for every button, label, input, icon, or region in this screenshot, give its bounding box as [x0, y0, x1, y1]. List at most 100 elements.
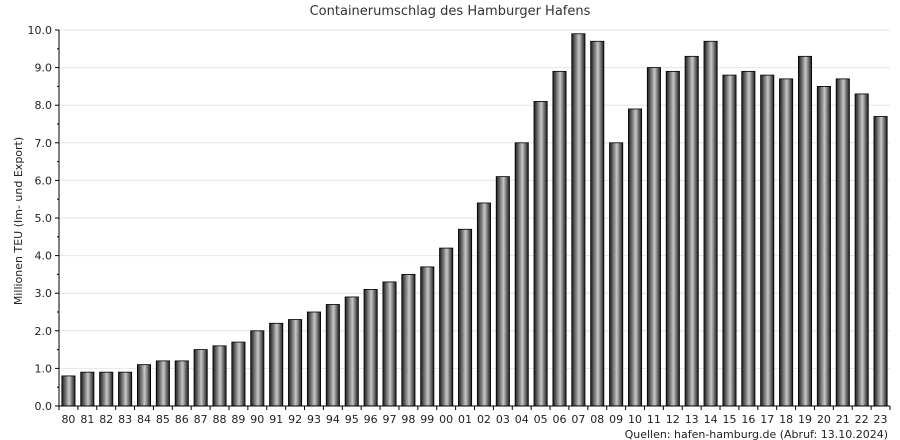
x-tick-label: 93	[307, 413, 321, 426]
bar-22	[854, 93, 869, 407]
axes	[55, 29, 891, 410]
bar-07	[571, 33, 586, 407]
bar-01	[458, 228, 473, 407]
bar-81	[80, 371, 95, 407]
x-tick-label: 03	[496, 413, 510, 426]
bar-92	[288, 319, 303, 407]
bar-10	[628, 108, 643, 407]
x-tick-label: 80	[61, 413, 75, 426]
y-axis-label: Millionen TEU (Im- und Export)	[12, 137, 25, 305]
bar-23	[873, 116, 888, 407]
bar-11	[646, 67, 661, 407]
x-tick-label: 83	[118, 413, 132, 426]
bar-03	[495, 176, 510, 407]
y-tick-label: 1.0	[35, 362, 53, 375]
x-tick-label: 19	[798, 413, 812, 426]
bar-06	[552, 70, 567, 407]
bar-95	[344, 296, 359, 407]
x-tick-label: 87	[194, 413, 208, 426]
bar-86	[174, 360, 189, 407]
bar-83	[118, 371, 133, 407]
x-tick-label: 04	[515, 413, 529, 426]
bar-97	[382, 281, 397, 407]
bar-99	[420, 266, 435, 407]
bar-87	[193, 349, 208, 407]
x-tick-label: 23	[874, 413, 888, 426]
x-tick-label: 22	[855, 413, 869, 426]
bar-82	[99, 371, 114, 407]
y-tick-label: 8.0	[35, 99, 53, 112]
x-tick-label: 11	[647, 413, 661, 426]
chart-title: Containerumschlag des Hamburger Hafens	[310, 4, 591, 19]
bar-96	[363, 289, 378, 407]
y-tick-label: 6.0	[35, 174, 53, 187]
x-tick-label: 81	[80, 413, 94, 426]
bar-09	[609, 142, 624, 407]
x-tick-label: 02	[477, 413, 491, 426]
x-tick-label: 12	[666, 413, 680, 426]
bar-18	[779, 78, 794, 407]
x-tick-label: 16	[741, 413, 755, 426]
bar-84	[136, 364, 152, 407]
bar-90	[250, 330, 265, 407]
x-tick-labels: 80 81 82 83 84 85 86 87 88 89 90 91 92 93 94 95 96 97 98 99…	[61, 413, 887, 426]
bar-05	[533, 101, 548, 407]
bar-13	[684, 55, 699, 407]
bar-80	[61, 375, 76, 407]
x-tick-label: 88	[213, 413, 227, 426]
x-tick-label: 84	[137, 413, 151, 426]
x-tick-label: 82	[99, 413, 113, 426]
x-tick-label: 90	[250, 413, 264, 426]
x-tick-label: 15	[722, 413, 736, 426]
bar-14	[703, 40, 718, 407]
x-tick-label: 14	[704, 413, 718, 426]
x-tick-label: 00	[439, 413, 453, 426]
x-tick-label: 99	[420, 413, 434, 426]
x-tick-label: 08	[590, 413, 604, 426]
bar-00	[439, 247, 454, 407]
y-tick-labels: 0.0 1.0 2.0 3.0 4.0 5.0 6.0 7.0 8.0 9.0 10.0	[28, 24, 53, 413]
x-tick-label: 18	[779, 413, 793, 426]
bar-04	[514, 142, 529, 407]
x-tick-label: 89	[231, 413, 245, 426]
y-tick-label: 7.0	[35, 137, 53, 150]
x-tick-label: 92	[288, 413, 302, 426]
x-tick-label: 09	[609, 413, 623, 426]
x-tick-label: 07	[571, 413, 585, 426]
bar-85	[155, 360, 170, 407]
x-tick-label: 10	[628, 413, 642, 426]
bar-15	[722, 74, 737, 407]
y-tick-label: 3.0	[35, 287, 53, 300]
x-tick-label: 17	[760, 413, 774, 426]
y-tick-label: 5.0	[35, 212, 53, 225]
y-tick-label: 4.0	[35, 250, 53, 263]
x-tick-label: 21	[836, 413, 850, 426]
x-tick-label: 01	[458, 413, 472, 426]
source-note: Quellen: hafen-hamburg.de (Abruf: 13.10.…	[625, 428, 888, 440]
x-tick-label: 86	[175, 413, 189, 426]
bar-89	[231, 341, 246, 407]
bar-17	[760, 74, 775, 407]
x-tick-label: 94	[326, 413, 340, 426]
x-tick-label: 98	[401, 413, 415, 426]
x-tick-label: 20	[817, 413, 831, 426]
x-tick-label: 97	[383, 413, 397, 426]
bar-94	[325, 304, 340, 407]
y-tick-label: 10.0	[28, 24, 53, 37]
bar-98	[401, 273, 416, 407]
x-tick-label: 06	[552, 413, 566, 426]
bar-12	[665, 70, 680, 407]
x-tick-label: 91	[269, 413, 283, 426]
y-tick-label: 0.0	[35, 400, 53, 413]
x-tick-label: 05	[534, 413, 548, 426]
x-tick-label: 85	[156, 413, 170, 426]
bar-21	[835, 78, 850, 407]
bars	[61, 33, 888, 407]
bar-16	[741, 70, 756, 407]
bar-20	[816, 86, 831, 407]
bar-08	[590, 40, 605, 407]
bar-91	[269, 322, 284, 407]
x-tick-label: 95	[345, 413, 359, 426]
bar-19	[798, 55, 813, 407]
